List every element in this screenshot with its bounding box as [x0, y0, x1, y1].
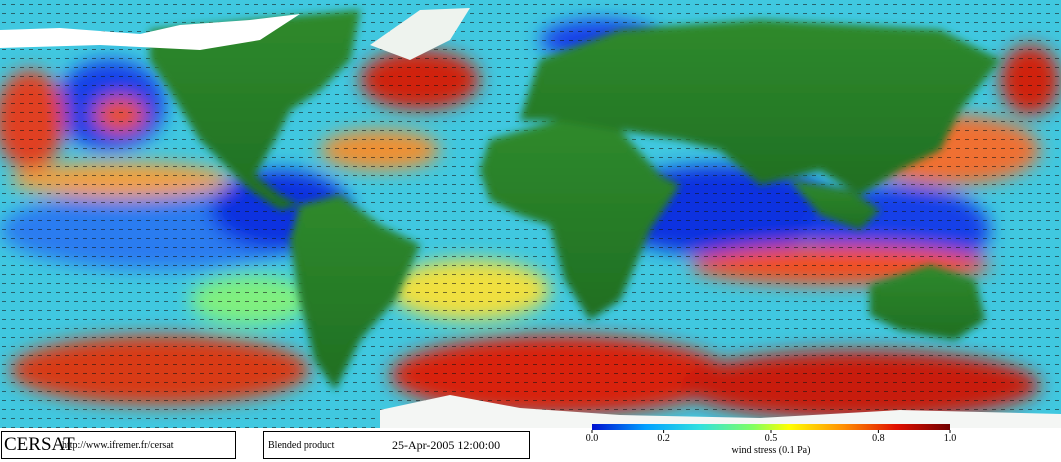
logo: CERSAT [4, 434, 75, 455]
antarctica [380, 395, 1061, 428]
colorbar-tick-label: 0.5 [765, 433, 778, 444]
colorbar-tick-label: 0.2 [657, 433, 670, 444]
colorbar-tick-label: 0.8 [872, 433, 885, 444]
ocean-field [0, 0, 1061, 428]
colorbar-tick-label: 0.0 [586, 433, 599, 444]
greenland-ice [370, 8, 470, 60]
product-box [263, 431, 530, 459]
colorbar [592, 424, 950, 430]
colorbar-title: wind stress (0.1 Pa) [732, 445, 811, 456]
arctic-ice [0, 14, 300, 50]
url: http://www.ifremer.fr/cersat [62, 440, 174, 451]
logo-box [1, 431, 236, 459]
product: Blended product [268, 440, 335, 451]
land [149, 9, 1001, 391]
colorbar-tick-label: 1.0 [944, 433, 957, 444]
date: 25-Apr-2005 12:00:00 [392, 438, 500, 452]
